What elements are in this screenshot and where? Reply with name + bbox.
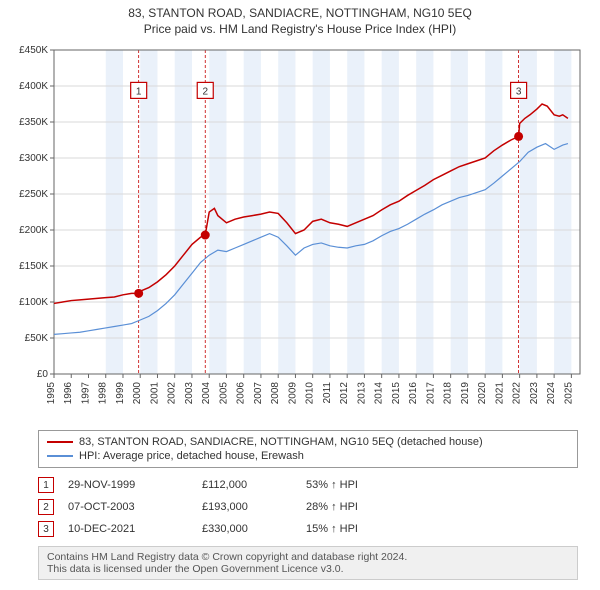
- svg-text:2013: 2013: [356, 382, 367, 405]
- legend: 83, STANTON ROAD, SANDIACRE, NOTTINGHAM,…: [38, 430, 578, 468]
- svg-text:2004: 2004: [201, 382, 212, 405]
- svg-text:1998: 1998: [98, 382, 109, 405]
- event-date: 29-NOV-1999: [68, 479, 188, 491]
- legend-label: 83, STANTON ROAD, SANDIACRE, NOTTINGHAM,…: [79, 436, 483, 448]
- svg-text:2006: 2006: [236, 382, 247, 405]
- svg-text:2003: 2003: [184, 382, 195, 405]
- svg-text:2014: 2014: [374, 382, 385, 405]
- legend-item: 83, STANTON ROAD, SANDIACRE, NOTTINGHAM,…: [47, 435, 569, 449]
- svg-text:1999: 1999: [115, 382, 126, 405]
- svg-text:2025: 2025: [563, 382, 574, 405]
- svg-text:1: 1: [136, 86, 142, 97]
- svg-text:£250K: £250K: [19, 189, 48, 200]
- legend-swatch: [47, 455, 73, 457]
- chart-area: £0 £50K £100K £150K £200K £250K £300K £350K £400…: [10, 42, 590, 422]
- svg-text:£400K: £400K: [19, 81, 48, 92]
- svg-text:2001: 2001: [149, 382, 160, 405]
- svg-text:2011: 2011: [322, 382, 333, 404]
- svg-text:2024: 2024: [546, 382, 557, 405]
- svg-text:£300K: £300K: [19, 153, 48, 164]
- line-chart: £0 £50K £100K £150K £200K £250K £300K £350K £400…: [10, 42, 590, 422]
- event-badge: 3: [38, 521, 54, 537]
- event-date: 10-DEC-2021: [68, 523, 188, 535]
- event-row: 1 29-NOV-1999 £112,000 53% ↑ HPI: [38, 474, 590, 496]
- svg-text:2022: 2022: [512, 382, 523, 405]
- footer-line: This data is licensed under the Open Gov…: [47, 563, 569, 575]
- svg-text:2002: 2002: [167, 382, 178, 405]
- svg-text:2020: 2020: [477, 382, 488, 405]
- svg-text:£450K: £450K: [19, 45, 48, 56]
- event-delta: 53% ↑ HPI: [306, 479, 358, 491]
- svg-text:£50K: £50K: [25, 333, 49, 344]
- svg-text:1997: 1997: [80, 382, 91, 405]
- events-table: 1 29-NOV-1999 £112,000 53% ↑ HPI 2 07-OC…: [38, 474, 590, 540]
- svg-text:£150K: £150K: [19, 261, 48, 272]
- svg-text:£350K: £350K: [19, 117, 48, 128]
- svg-text:2017: 2017: [425, 382, 436, 405]
- footer-attribution: Contains HM Land Registry data © Crown c…: [38, 546, 578, 580]
- legend-label: HPI: Average price, detached house, Erew…: [79, 450, 304, 462]
- svg-text:2005: 2005: [218, 382, 229, 405]
- event-row: 2 07-OCT-2003 £193,000 28% ↑ HPI: [38, 496, 590, 518]
- chart-title: 83, STANTON ROAD, SANDIACRE, NOTTINGHAM,…: [10, 6, 590, 20]
- svg-text:2016: 2016: [408, 382, 419, 405]
- svg-text:2008: 2008: [270, 382, 281, 405]
- svg-text:2019: 2019: [460, 382, 471, 405]
- svg-text:2010: 2010: [305, 382, 316, 405]
- event-row: 3 10-DEC-2021 £330,000 15% ↑ HPI: [38, 518, 590, 540]
- event-price: £112,000: [202, 479, 292, 491]
- event-delta: 28% ↑ HPI: [306, 501, 358, 513]
- svg-text:2015: 2015: [391, 382, 402, 405]
- svg-text:2009: 2009: [287, 382, 298, 405]
- event-price: £193,000: [202, 501, 292, 513]
- svg-text:2023: 2023: [529, 382, 540, 405]
- svg-text:2000: 2000: [132, 382, 143, 405]
- svg-text:1995: 1995: [46, 382, 57, 405]
- event-date: 07-OCT-2003: [68, 501, 188, 513]
- event-badge: 1: [38, 477, 54, 493]
- legend-swatch: [47, 441, 73, 443]
- svg-text:£0: £0: [37, 369, 49, 380]
- svg-text:2007: 2007: [253, 382, 264, 405]
- svg-text:2012: 2012: [339, 382, 350, 405]
- svg-text:2021: 2021: [494, 382, 505, 405]
- footer-line: Contains HM Land Registry data © Crown c…: [47, 551, 569, 563]
- svg-text:£200K: £200K: [19, 225, 48, 236]
- chart-subtitle: Price paid vs. HM Land Registry's House …: [10, 22, 590, 36]
- legend-item: HPI: Average price, detached house, Erew…: [47, 449, 569, 463]
- svg-text:3: 3: [516, 86, 522, 97]
- svg-text:1996: 1996: [63, 382, 74, 405]
- svg-text:£100K: £100K: [19, 297, 48, 308]
- event-price: £330,000: [202, 523, 292, 535]
- svg-text:2: 2: [202, 86, 208, 97]
- event-delta: 15% ↑ HPI: [306, 523, 358, 535]
- event-badge: 2: [38, 499, 54, 515]
- svg-text:2018: 2018: [443, 382, 454, 405]
